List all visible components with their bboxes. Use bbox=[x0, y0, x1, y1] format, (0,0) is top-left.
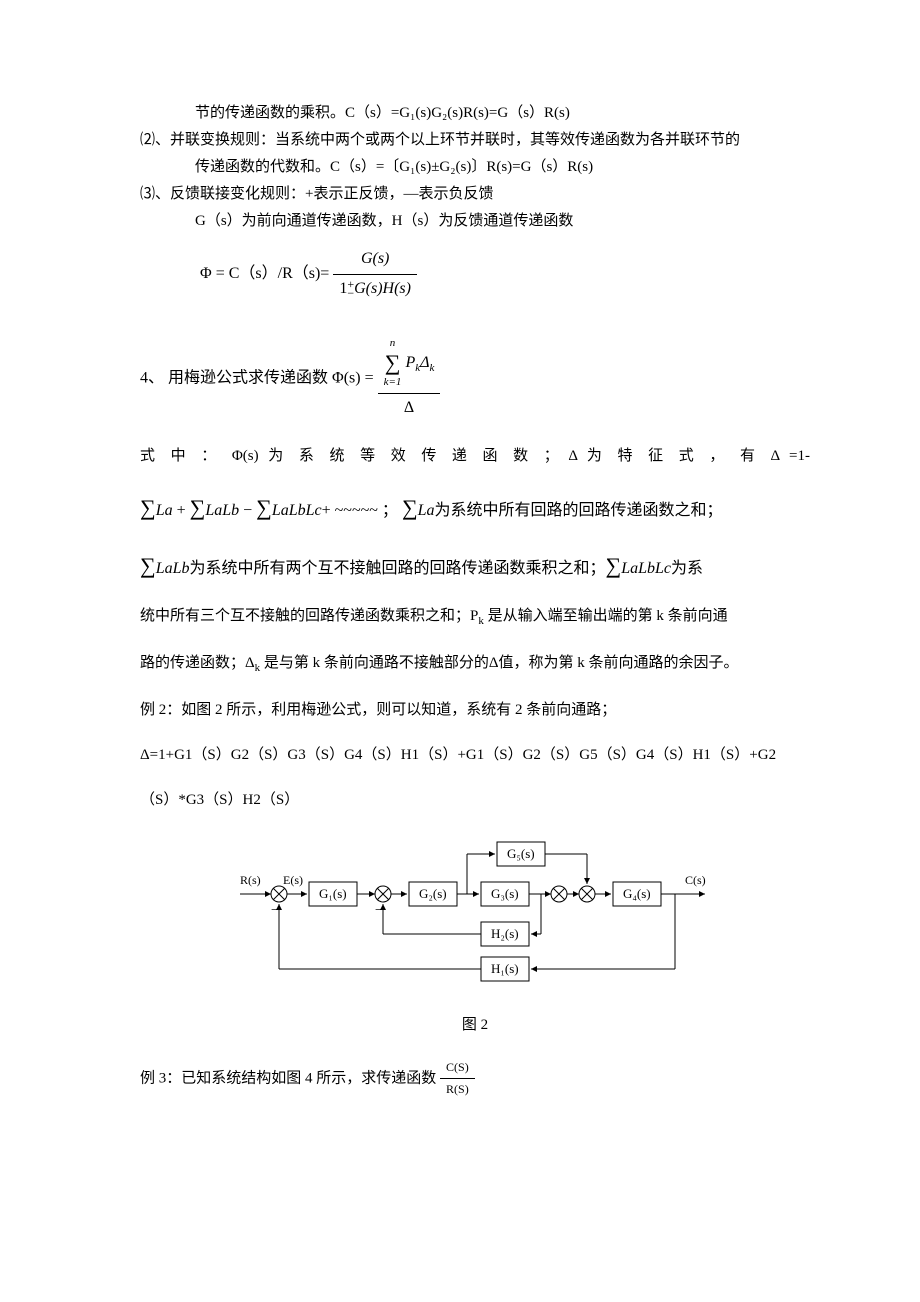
mason-formula-line: 4、 用梅逊公式求传递函数 Φ(s) = n ∑ k=1 PkΔk Δ bbox=[140, 334, 810, 423]
block-diagram: R(s) − E(s) G₁(s) − G₂(s) G₃(s) G₄(s) C(… bbox=[235, 834, 715, 994]
g1-label: G₁(s) bbox=[319, 886, 347, 901]
ex3-den: R(S) bbox=[440, 1079, 475, 1101]
minus-sign-1: − bbox=[271, 903, 279, 918]
mason-pk: PkΔk bbox=[405, 354, 434, 371]
g3-label: G₃(s) bbox=[491, 886, 519, 901]
para4: 统中所有三个互不接触的回路传递函数乘积之和；Pk 是从输入端至输出端的第 k 条… bbox=[140, 603, 810, 632]
sigma-6: ∑ bbox=[606, 553, 622, 578]
phi-label: Φ = C（s）/R（s)= bbox=[200, 265, 329, 282]
ex2b: Δ=1+G1（S）G2（S）G3（S）G4（S）H1（S）+G1（S）G2（S）… bbox=[140, 742, 810, 769]
para5: 路的传递函数；Δk 是与第 k 条前向通路不接触部分的Δ值，称为第 k 条前向通… bbox=[140, 650, 810, 679]
h2-label: H₂(s) bbox=[491, 926, 519, 941]
sum-symbol: n ∑ k=1 bbox=[384, 334, 402, 394]
figure-2-caption: 图 2 bbox=[140, 1012, 810, 1039]
sigma-5: ∑ bbox=[140, 553, 156, 578]
lalb-2: LaLb bbox=[156, 560, 190, 577]
phi-den-prefix: 1 bbox=[339, 280, 347, 297]
line-3a: ⑶、反馈联接变化规则：+表示正反馈，—表示负反馈 bbox=[140, 181, 810, 208]
sigma-3: ∑ bbox=[256, 495, 272, 520]
phi-fraction: G(s) 1+−G(s)H(s) bbox=[333, 245, 417, 304]
para5-a: 路的传递函数；Δ bbox=[140, 655, 255, 671]
para4-rest: 是从输入端至输出端的第 k 条前向通 bbox=[484, 608, 728, 624]
sum-bot: k=1 bbox=[384, 373, 402, 393]
ex3: 例 3：已知系统结构如图 4 所示，求传递函数 C(S) R(S) bbox=[140, 1057, 810, 1101]
g2-label: G₂(s) bbox=[419, 886, 447, 901]
lalb-1: LaLb bbox=[205, 502, 239, 519]
plus-1: + bbox=[173, 502, 190, 519]
phi-formula: Φ = C（s）/R（s)= G(s) 1+−G(s)H(s) bbox=[140, 245, 810, 304]
lalblc-2: LaLbLc bbox=[621, 560, 671, 577]
minus-1: − bbox=[239, 502, 256, 519]
para2-rest: 为系统中所有回路的回路传递函数之和； bbox=[435, 502, 723, 519]
mason-fraction: n ∑ k=1 PkΔk Δ bbox=[378, 334, 441, 423]
c-label: C(s) bbox=[685, 873, 706, 887]
para3: ∑LaLb为系统中所有两个互不接触回路的回路传递函数乘积之和；∑LaLbLc为系 bbox=[140, 546, 810, 586]
mason-label: 4、 用梅逊公式求传递函数 bbox=[140, 369, 328, 386]
minus-sign-2: − bbox=[375, 903, 383, 918]
ex3-num: C(S) bbox=[440, 1057, 475, 1080]
para5-rest: 是与第 k 条前向通路不接触部分的Δ值，称为第 k 条前向通路的余因子。 bbox=[260, 655, 738, 671]
para3-end: 为系 bbox=[671, 560, 703, 577]
ex2a: 例 2：如图 2 所示，利用梅逊公式，则可以知道，系统有 2 条前向通路； bbox=[140, 697, 810, 724]
lalblc-1: LaLbLc bbox=[272, 502, 322, 519]
h1-label: H₁(s) bbox=[491, 961, 519, 976]
phi-num: G(s) bbox=[361, 250, 389, 267]
mason-den: Δ bbox=[378, 394, 441, 423]
phi-den-rest: G(s)H(s) bbox=[354, 280, 411, 297]
e-label: E(s) bbox=[283, 873, 303, 887]
g4-label: G₄(s) bbox=[623, 886, 651, 901]
la-1: La bbox=[156, 502, 173, 519]
sigma-2: ∑ bbox=[190, 495, 206, 520]
ex2c: （S）*G3（S）H2（S） bbox=[140, 787, 810, 814]
sigma-1: ∑ bbox=[140, 495, 156, 520]
mason-fn: Φ(s) = bbox=[332, 369, 378, 386]
r-label: R(s) bbox=[240, 873, 261, 887]
sigma-4: ∑ bbox=[402, 495, 418, 520]
figure-2: R(s) − E(s) G₁(s) − G₂(s) G₃(s) G₄(s) C(… bbox=[140, 834, 810, 1004]
para2: ∑La + ∑LaLb − ∑LaLbLc+ ~~~~~ ； ∑La为系统中所有… bbox=[140, 488, 810, 528]
line-2a: ⑵、并联变换规则：当系统中两个或两个以上环节并联时，其等效传递函数为各并联环节的 bbox=[140, 127, 810, 154]
para1: 式 中 ： Φ(s) 为 系 统 等 效 传 递 函 数 ； Δ 为 特 征 式… bbox=[140, 443, 810, 470]
ex3-fraction: C(S) R(S) bbox=[440, 1057, 475, 1101]
tilde: + ~~~~~ ； bbox=[322, 502, 398, 519]
ex3-text: 例 3：已知系统结构如图 4 所示，求传递函数 bbox=[140, 1070, 440, 1086]
line-3b: G（s）为前向通道传递函数，H（s）为反馈通道传递函数 bbox=[140, 208, 810, 235]
para4-a: 统中所有三个互不接触的回路传递函数乘积之和；P bbox=[140, 608, 478, 624]
g5-label: G₅(s) bbox=[507, 846, 535, 861]
para3-mid: 为系统中所有两个互不接触回路的回路传递函数乘积之和； bbox=[189, 560, 605, 577]
line-2b: 传递函数的代数和。C（s）=〔G₁(s)±G₂(s)〕R(s)=G（s）R(s) bbox=[140, 154, 810, 181]
la-2: La bbox=[418, 502, 435, 519]
sum-sigma: ∑ bbox=[384, 353, 402, 373]
line-1: 节的传递函数的乘积。C（s）=G₁(s)G₂(s)R(s)=G（s）R(s) bbox=[140, 100, 810, 127]
